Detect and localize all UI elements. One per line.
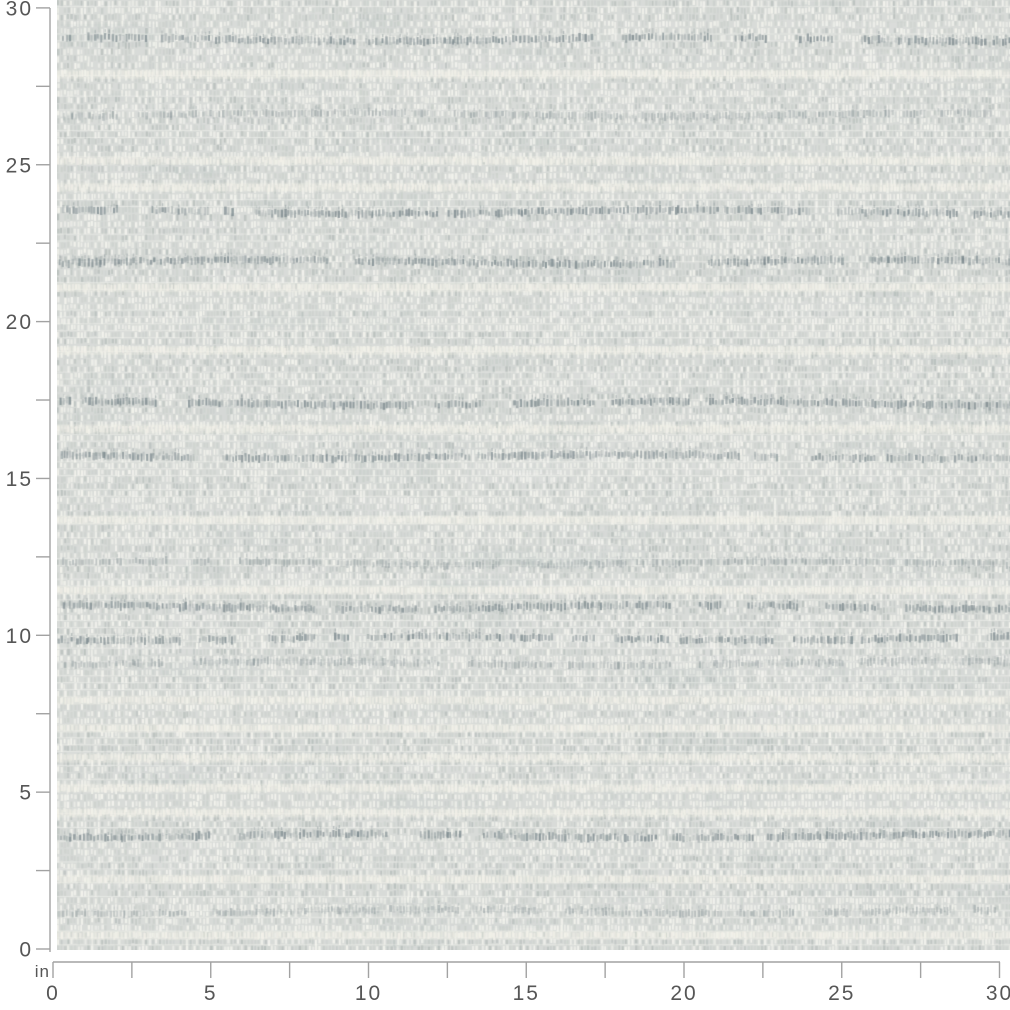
y-axis-tick-label: 20 (6, 311, 33, 334)
x-axis-tick-label: 30 (986, 982, 1010, 1005)
x-axis-tick-label: 10 (355, 982, 382, 1005)
y-axis-tick-label: 10 (6, 625, 33, 648)
unit-label: in (35, 962, 50, 981)
y-axis-tick-label: 25 (6, 154, 33, 177)
y-axis-tick-label: 15 (6, 468, 33, 491)
x-axis-ticks (52, 962, 1001, 978)
y-axis-labels: 0 5 10 15 20 25 30 (6, 0, 33, 962)
x-axis-tick-label: 0 (46, 982, 60, 1005)
x-axis-tick-label: 25 (828, 982, 855, 1005)
y-axis-tick-label: 30 (6, 0, 33, 20)
fabric-swatch-photo (57, 0, 1010, 950)
x-axis-tick-label: 20 (670, 982, 697, 1005)
x-axis-tick-label: 15 (513, 982, 540, 1005)
x-axis-tick-label: 5 (204, 982, 218, 1005)
y-axis-tick-label: 5 (19, 782, 33, 805)
x-axis-labels: 0 5 10 15 20 25 30 (46, 982, 1010, 1005)
y-axis-tick-label: 0 (19, 939, 33, 962)
y-axis-ticks (36, 7, 50, 950)
